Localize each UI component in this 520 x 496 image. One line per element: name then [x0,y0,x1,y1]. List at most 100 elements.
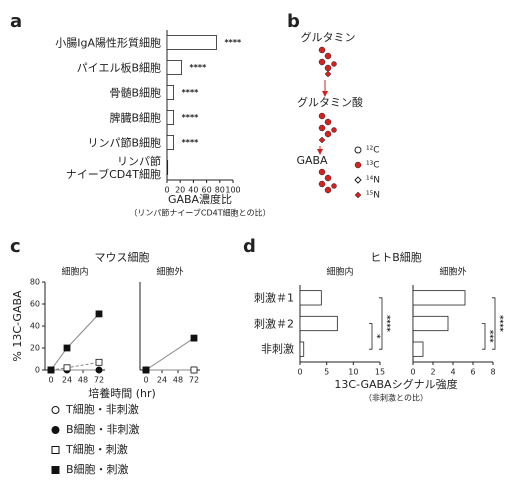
x-tick-label: 48 [173,376,183,385]
x-tick-label: 8 [490,368,495,377]
legend-marker [354,191,362,199]
legend-label: ¹⁵N [366,191,380,201]
x-tick-label: 15 [375,368,385,377]
x-tick-label: 10 [348,368,358,377]
bar [166,110,174,125]
x-tick-label: 60 [202,186,212,195]
point [142,366,150,374]
bar [412,341,424,357]
x-tick-label: 20 [175,186,185,195]
x-tick-label: 80 [215,186,225,195]
chart-title: ヒトB細胞 [370,251,422,264]
chart-title: マウス細胞 [95,251,150,264]
significance-bracket [482,323,486,350]
significance: **** [383,315,392,333]
y-tick-label: 20 [30,344,40,353]
y-tick-label: 脾臓B細胞 [109,111,161,124]
y-tick-label: 40 [30,322,40,331]
y-tick-label: リンパ節 ナイーブCD4T細胞 [65,154,161,181]
subplot-title: 細胞内 [61,266,88,278]
x-tick-label: 0 [410,368,415,377]
x-axis-note: （非刺激との比） [364,393,428,403]
significance: **** [182,113,200,122]
panel-label: a [10,11,22,32]
subplot-title: 細胞外 [439,266,466,278]
legend-marker [51,466,60,474]
legend-label: B細胞・刺激 [66,462,129,476]
x-axis-label: GABA濃度比 [168,192,232,206]
legend-label: T細胞・刺激 [65,442,128,456]
y-tick-label: 0 [35,366,40,375]
series-line [145,337,195,371]
x-tick-label: 2 [430,368,435,377]
legend-label: ¹³C [366,161,380,171]
point [95,358,103,366]
series-line [50,361,100,371]
molecule-label: グルタミン [301,30,356,44]
significance: **** [182,138,200,147]
y-tick-label: リンパ節B細胞 [87,136,161,149]
subplot-title: 細胞内 [326,266,353,278]
x-tick-label: 100 [225,186,240,195]
x-axis-label: 培養時間 (hr) [88,386,156,400]
significance: **** [182,88,200,97]
molecule-glutamate [318,112,337,144]
x-tick-label: 72 [189,376,199,385]
x-tick-label: 48 [78,376,88,385]
significance: **** [496,315,505,333]
panel-label: b [287,11,300,32]
legend-label: ¹²C [366,146,380,156]
significance: **** [225,38,243,47]
molecule-label: グルタミン酸 [297,95,363,109]
legend-marker [51,446,60,454]
legend-label: ¹⁴N [366,176,380,186]
x-tick-label: 4 [450,368,455,377]
y-tick-label: 刺激＃2 [254,317,294,330]
bar [166,85,174,100]
y-axis-label: % 13C-GABA [11,290,24,362]
point [63,364,71,372]
point [95,366,103,374]
significance-bracket [492,297,496,350]
point [63,344,71,352]
x-tick-label: 0 [164,186,169,195]
bar [299,341,305,357]
y-tick-label: 非刺激 [261,342,294,356]
molecule-label: GABA [296,154,328,167]
bar [412,315,449,332]
bar [412,290,466,306]
x-tick-label: 72 [94,376,104,385]
bar [166,60,182,75]
x-tick-label: 6 [470,368,475,377]
point [47,366,55,374]
bar [299,290,322,306]
legend-marker [51,426,60,434]
x-tick-label: 0 [48,376,53,385]
x-tick-label: 24 [62,376,72,385]
y-tick-label: 刺激＃1 [254,291,294,305]
legend-label: B細胞・非刺激 [66,422,140,436]
x-tick-label: 40 [188,186,198,195]
point [190,334,198,342]
series-line [50,313,100,371]
significance: * [373,334,382,339]
x-tick-label: 24 [157,376,167,385]
significance-bracket [379,297,383,350]
subplot-title: 細胞外 [156,266,183,278]
x-tick-label: 5 [324,368,329,377]
y-tick-label: 60 [30,300,40,309]
panel-label: d [243,236,256,257]
legend-marker [51,406,60,414]
diagram: b グルタミン グルタミン酸 GABA ¹²C ¹³C ¹⁴N ¹⁵N [287,11,380,201]
molecule-glutamine [318,46,337,78]
x-axis-label: 13C-GABAシグナル強度 [334,377,457,391]
x-tick-label: 0 [143,376,148,385]
bar [166,160,169,175]
molecule-gaba [318,168,337,194]
y-tick-label: 小腸IgA陽性形質細胞 [55,36,161,49]
significance: **** [190,63,208,72]
legend-label: T細胞・非刺激 [65,402,139,416]
x-tick-label: 0 [297,368,302,377]
significance-bracket [369,323,373,350]
